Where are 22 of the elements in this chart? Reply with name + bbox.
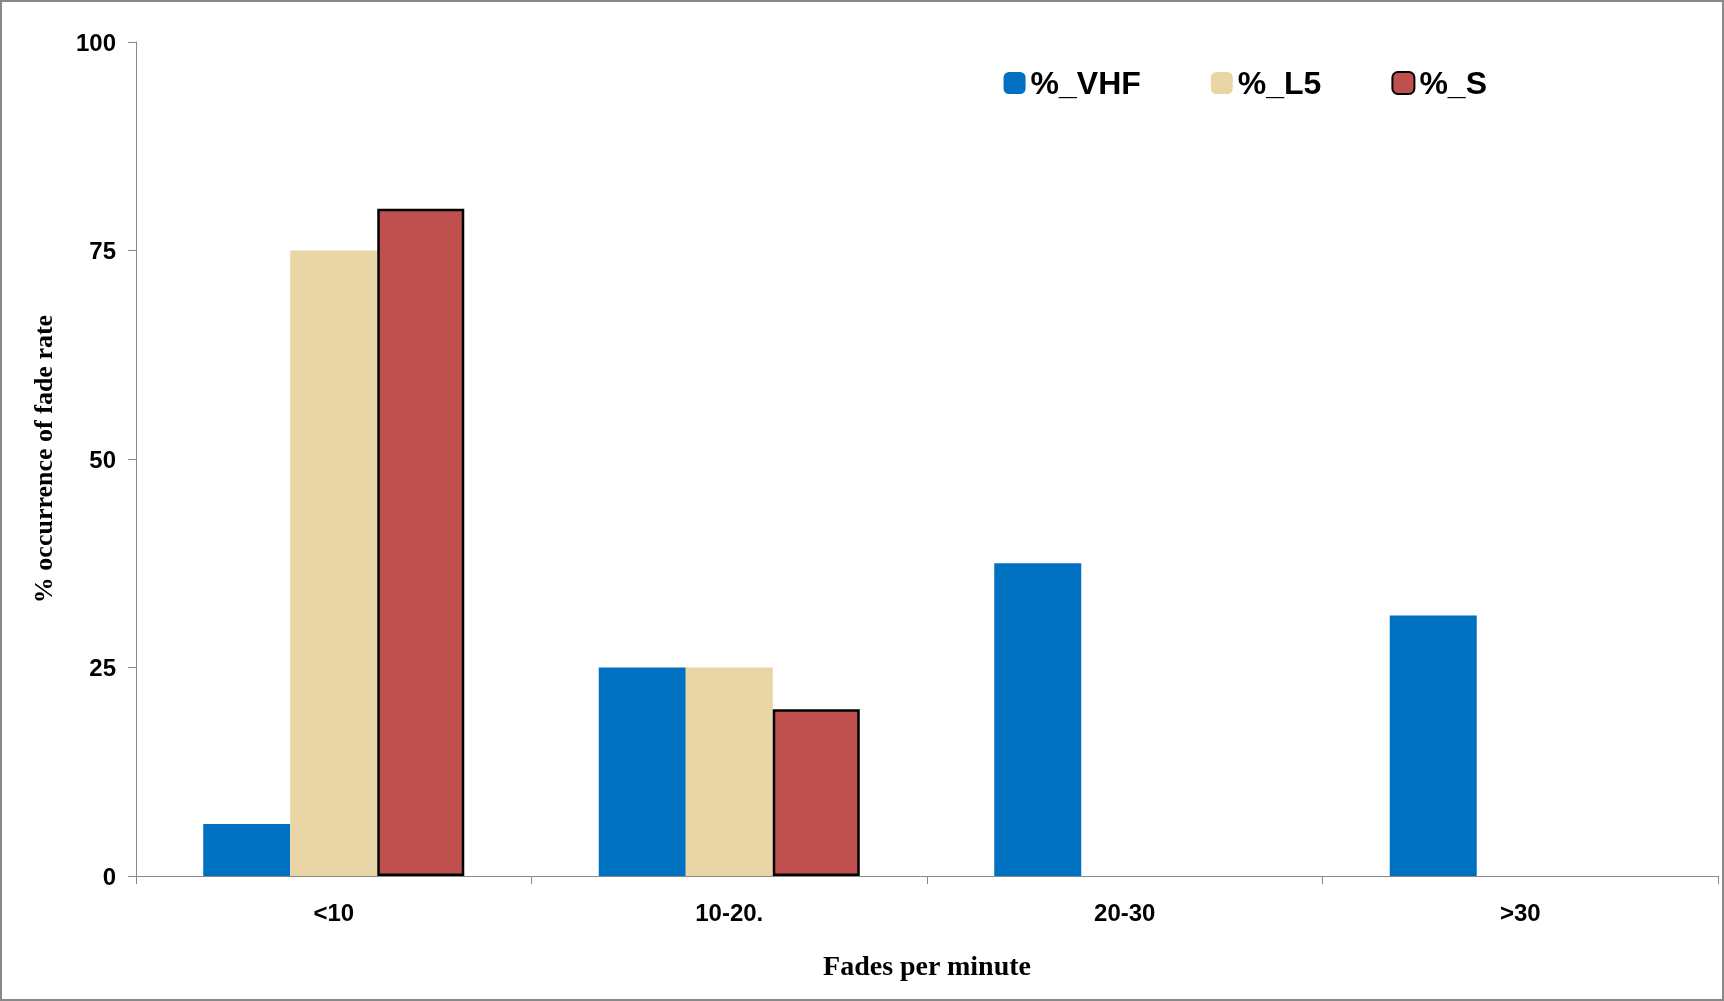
x-axis-title: Fades per minute — [823, 949, 1031, 981]
y-tick-label: 25 — [89, 654, 116, 681]
bar — [1389, 615, 1477, 876]
x-tick-label: 10-20. — [695, 898, 764, 926]
bar — [994, 563, 1082, 876]
y-tick-label: 100 — [75, 28, 116, 56]
x-tick-label: 20-30 — [1094, 898, 1156, 926]
x-tick-label: <10 — [313, 898, 355, 926]
bar — [290, 250, 378, 876]
bar — [203, 823, 291, 876]
y-tick-label: 0 — [102, 862, 116, 890]
bar — [772, 709, 860, 876]
bar — [377, 208, 465, 876]
y-tick-label: 75 — [89, 237, 116, 264]
bar — [685, 667, 773, 876]
x-tick-label: >30 — [1499, 898, 1541, 926]
bar — [598, 667, 686, 876]
y-tick-label: 50 — [89, 445, 116, 473]
y-axis-title: % occurrence of fade rate — [28, 314, 58, 604]
legend-label: %_L5 — [1237, 65, 1322, 101]
legend-label: %_VHF — [1030, 65, 1141, 101]
legend-label: %_S — [1419, 65, 1487, 101]
